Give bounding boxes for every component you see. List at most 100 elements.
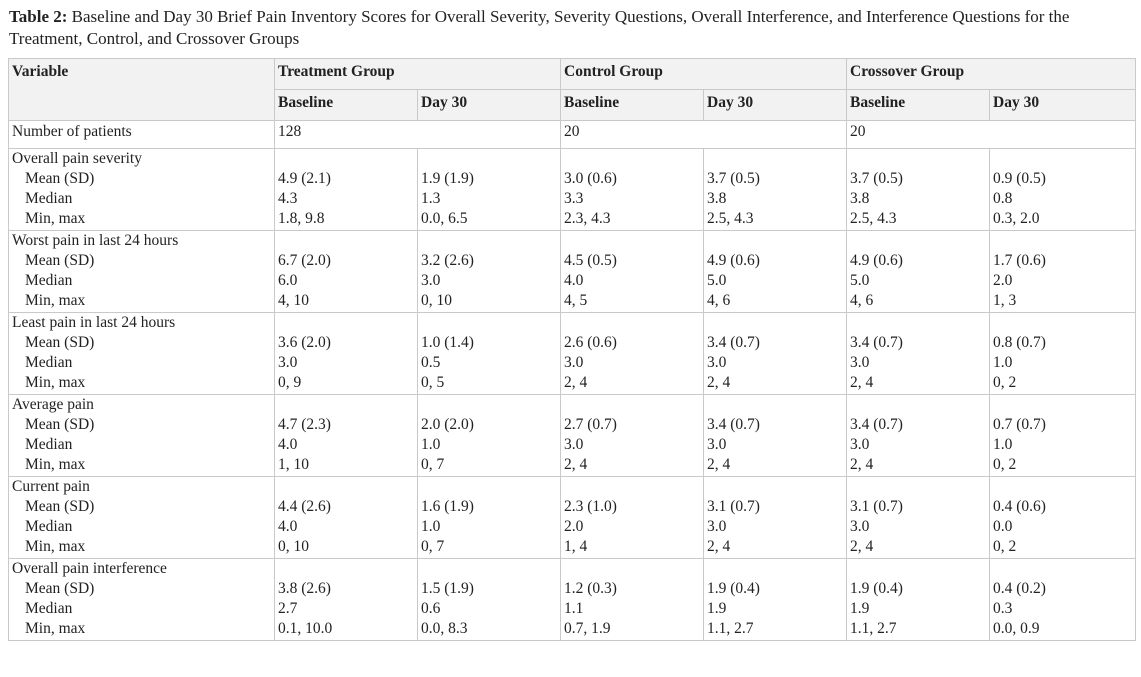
section-label-cell: Average pain Mean (SD) Median Min, max bbox=[8, 394, 275, 477]
stat-label-mean-sd: Mean (SD) bbox=[25, 416, 95, 433]
value-mean-sd: 4.9 (2.1) bbox=[278, 170, 331, 187]
value-mean-sd: 2.6 (0.6) bbox=[564, 334, 617, 351]
value-median: 1.0 bbox=[421, 518, 441, 535]
value-cell-crossover-day30: 1.7 (0.6) 2.0 1, 3 bbox=[988, 230, 1137, 313]
value-min-max: 1.8, 9.8 bbox=[278, 210, 325, 227]
table-row-section: Worst pain in last 24 hours Mean (SD) Medi… bbox=[8, 230, 1137, 313]
value-cell-treatment-baseline: 4.4 (2.6) 4.0 0, 10 bbox=[274, 476, 418, 559]
value-mean-sd: 2.7 (0.7) bbox=[564, 416, 617, 433]
value-cell-control-day30: 3.1 (0.7) 3.0 2, 4 bbox=[703, 476, 847, 559]
value-mean-sd: 3.4 (0.7) bbox=[707, 334, 760, 351]
value-min-max: 0.3, 2.0 bbox=[993, 210, 1040, 227]
table-row-section: Overall pain interference Mean (SD) Median… bbox=[8, 558, 1137, 641]
value-mean-sd: 3.1 (0.7) bbox=[707, 498, 760, 515]
value-mean-sd: 1.7 (0.6) bbox=[993, 252, 1046, 269]
value-cell-control-day30: 3.7 (0.5) 3.8 2.5, 4.3 bbox=[703, 148, 847, 231]
header-group-control: Control Group bbox=[560, 58, 847, 90]
value-median: 2.7 bbox=[278, 600, 298, 617]
value-min-max: 2, 4 bbox=[707, 456, 731, 473]
value-min-max: 1.1, 2.7 bbox=[850, 620, 897, 637]
value-cell-control-day30: 3.4 (0.7) 3.0 2, 4 bbox=[703, 394, 847, 477]
table-row-section: Least pain in last 24 hours Mean (SD) Medi… bbox=[8, 312, 1137, 395]
section-label-cell: Overall pain interference Mean (SD) Median… bbox=[8, 558, 275, 641]
stat-label-median: Median bbox=[25, 436, 73, 453]
value-cell-control-day30: 4.9 (0.6) 5.0 4, 6 bbox=[703, 230, 847, 313]
value-min-max: 2, 4 bbox=[850, 374, 874, 391]
header-treatment-day30: Day 30 bbox=[417, 89, 561, 121]
stat-label-min-max: Min, max bbox=[25, 456, 86, 473]
value-median: 1.1 bbox=[564, 600, 584, 617]
value-cell-treatment-day30: 1.6 (1.9) 1.0 0, 7 bbox=[417, 476, 561, 559]
value-cell-treatment-baseline: 4.9 (2.1) 4.3 1.8, 9.8 bbox=[274, 148, 418, 231]
value-mean-sd: 3.8 (2.6) bbox=[278, 580, 331, 597]
value-mean-sd: 3.7 (0.5) bbox=[707, 170, 760, 187]
value-mean-sd: 0.7 (0.7) bbox=[993, 416, 1046, 433]
value-median: 1.0 bbox=[993, 354, 1013, 371]
section-label-cell: Least pain in last 24 hours Mean (SD) Medi… bbox=[8, 312, 275, 395]
stat-label-mean-sd: Mean (SD) bbox=[25, 252, 95, 269]
section-label-cell: Worst pain in last 24 hours Mean (SD) Medi… bbox=[8, 230, 275, 313]
stat-label-median: Median bbox=[25, 354, 73, 371]
stat-label-mean-sd: Mean (SD) bbox=[25, 580, 95, 597]
value-median: 3.0 bbox=[850, 354, 870, 371]
value-min-max: 2, 4 bbox=[564, 374, 588, 391]
stat-label-mean-sd: Mean (SD) bbox=[25, 498, 95, 515]
value-mean-sd: 3.0 (0.6) bbox=[564, 170, 617, 187]
value-min-max: 1, 4 bbox=[564, 538, 588, 555]
value-cell-crossover-day30: 0.9 (0.5) 0.8 0.3, 2.0 bbox=[988, 148, 1137, 231]
header-treatment-baseline: Baseline bbox=[274, 89, 418, 121]
value-cell-crossover-day30: 0.8 (0.7) 1.0 0, 2 bbox=[988, 312, 1137, 395]
value-min-max: 2, 4 bbox=[850, 538, 874, 555]
patients-treatment: 128 bbox=[274, 120, 561, 149]
value-median: 1.9 bbox=[850, 600, 870, 617]
value-min-max: 4, 5 bbox=[564, 292, 588, 309]
stat-label-min-max: Min, max bbox=[25, 620, 86, 637]
value-cell-treatment-day30: 1.9 (1.9) 1.3 0.0, 6.5 bbox=[417, 148, 561, 231]
value-median: 0.8 bbox=[993, 190, 1013, 207]
section-label-cell: Overall pain severity Mean (SD) Median Min,… bbox=[8, 148, 275, 231]
header-variable: Variable bbox=[8, 58, 275, 121]
value-median: 4.0 bbox=[564, 272, 584, 289]
value-mean-sd: 3.1 (0.7) bbox=[850, 498, 903, 515]
table-row-section: Overall pain severity Mean (SD) Median Min,… bbox=[8, 148, 1137, 231]
value-cell-treatment-baseline: 3.8 (2.6) 2.7 0.1, 10.0 bbox=[274, 558, 418, 641]
value-mean-sd: 4.5 (0.5) bbox=[564, 252, 617, 269]
value-mean-sd: 3.4 (0.7) bbox=[850, 334, 903, 351]
table-caption: Table 2: Baseline and Day 30 Brief Pain … bbox=[9, 6, 1134, 50]
value-cell-crossover-day30: 0.4 (0.6) 0.0 0, 2 bbox=[988, 476, 1137, 559]
value-median: 6.0 bbox=[278, 272, 298, 289]
value-min-max: 0.0, 0.9 bbox=[993, 620, 1040, 637]
value-cell-control-baseline: 2.7 (0.7) 3.0 2, 4 bbox=[560, 394, 704, 477]
section-title: Overall pain interference bbox=[12, 560, 167, 577]
value-min-max: 2.3, 4.3 bbox=[564, 210, 611, 227]
value-mean-sd: 3.4 (0.7) bbox=[850, 416, 903, 433]
value-mean-sd: 3.4 (0.7) bbox=[707, 416, 760, 433]
value-min-max: 1, 10 bbox=[278, 456, 309, 473]
stat-label-median: Median bbox=[25, 190, 73, 207]
value-cell-crossover-baseline: 3.1 (0.7) 3.0 2, 4 bbox=[846, 476, 990, 559]
value-mean-sd: 4.7 (2.3) bbox=[278, 416, 331, 433]
value-min-max: 0, 2 bbox=[993, 456, 1017, 473]
value-cell-control-baseline: 2.6 (0.6) 3.0 2, 4 bbox=[560, 312, 704, 395]
value-mean-sd: 3.6 (2.0) bbox=[278, 334, 331, 351]
value-min-max: 0, 7 bbox=[421, 456, 445, 473]
patients-crossover: 20 bbox=[845, 120, 1137, 149]
value-min-max: 0, 10 bbox=[421, 292, 452, 309]
stat-label-median: Median bbox=[25, 272, 73, 289]
table-row-section: Current pain Mean (SD) Median Min, max 4.4 (… bbox=[8, 476, 1137, 559]
value-median: 3.8 bbox=[850, 190, 870, 207]
value-min-max: 4, 6 bbox=[707, 292, 731, 309]
header-control-baseline: Baseline bbox=[560, 89, 704, 121]
value-cell-control-day30: 3.4 (0.7) 3.0 2, 4 bbox=[703, 312, 847, 395]
value-cell-treatment-baseline: 6.7 (2.0) 6.0 4, 10 bbox=[274, 230, 418, 313]
section-label-cell: Current pain Mean (SD) Median Min, max bbox=[8, 476, 275, 559]
value-median: 5.0 bbox=[850, 272, 870, 289]
value-min-max: 0.7, 1.9 bbox=[564, 620, 611, 637]
value-median: 3.0 bbox=[850, 518, 870, 535]
value-cell-control-baseline: 1.2 (0.3) 1.1 0.7, 1.9 bbox=[560, 558, 704, 641]
value-min-max: 0.0, 6.5 bbox=[421, 210, 468, 227]
value-median: 3.0 bbox=[564, 354, 584, 371]
value-median: 0.6 bbox=[421, 600, 441, 617]
section-title: Least pain in last 24 hours bbox=[12, 314, 176, 331]
value-median: 1.0 bbox=[421, 436, 441, 453]
